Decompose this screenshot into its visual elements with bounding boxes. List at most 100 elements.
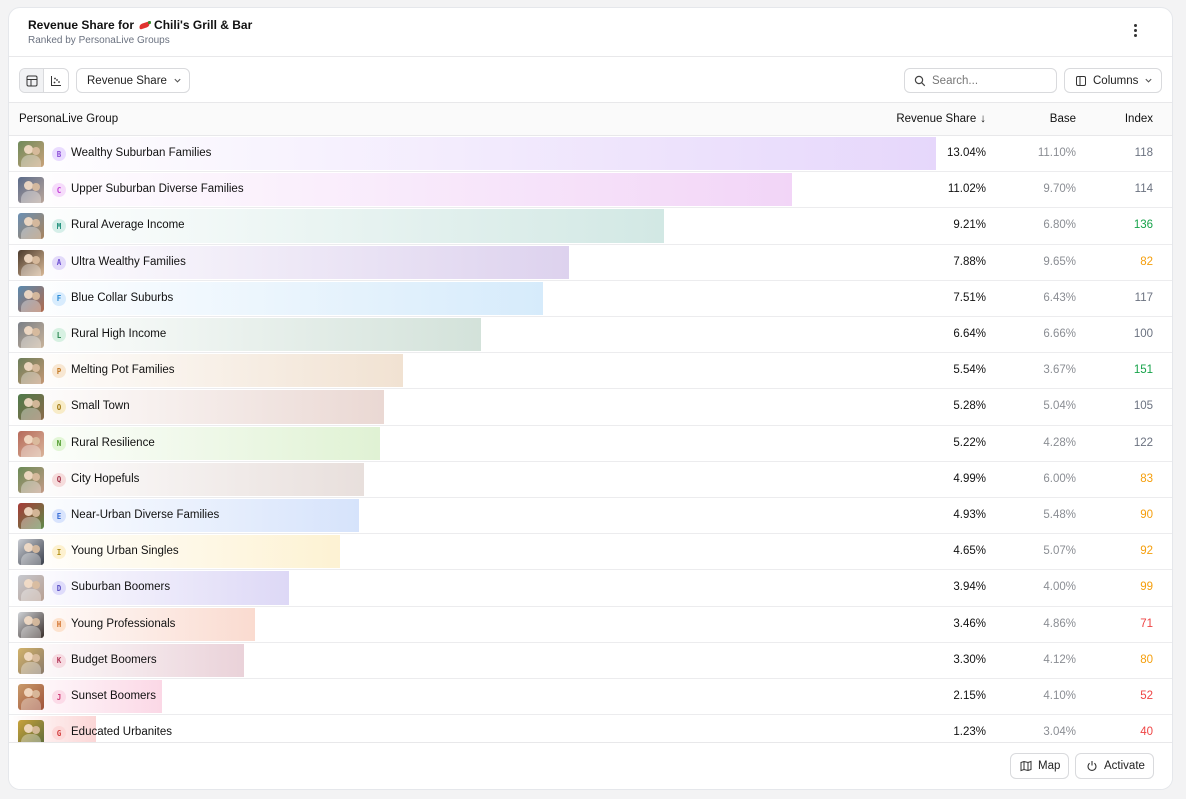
revenue-share-bar: [9, 137, 936, 171]
index-value: 136: [1133, 219, 1153, 232]
table-row[interactable]: O Small Town 5.28% 5.04% 105: [9, 389, 1172, 426]
revenue-share-value: 5.22%: [953, 436, 986, 449]
search-icon: [914, 75, 926, 86]
table-row[interactable]: B Wealthy Suburban Families 13.04% 11.10% 11…: [9, 136, 1172, 173]
revenue-share-bar: [9, 462, 364, 496]
revenue-share-value: 5.54%: [953, 364, 986, 377]
card-header: Revenue Share for Chili's Grill & Bar Ra…: [9, 8, 1172, 57]
base-value: 9.65%: [1043, 255, 1076, 268]
table-row[interactable]: E Near-Urban Diverse Families 4.93% 5.48% 90: [9, 498, 1172, 535]
group-photo-thumbnail: [18, 213, 44, 240]
table-row[interactable]: A Ultra Wealthy Families 7.88% 9.65% 82: [9, 245, 1172, 281]
group-name: Rural Average Income: [71, 219, 185, 232]
group-letter-badge: C: [52, 183, 66, 198]
table-view-button[interactable]: [20, 69, 45, 92]
table-row[interactable]: N Rural Resilience 5.22% 4.28% 122: [9, 426, 1172, 462]
group-letter-badge: P: [52, 364, 66, 379]
index-value: 71: [1140, 617, 1153, 630]
base-value: 5.07%: [1043, 545, 1076, 558]
group-name: Ultra Wealthy Families: [71, 255, 186, 268]
metric-select[interactable]: Revenue Share: [76, 68, 190, 93]
base-value: 4.12%: [1043, 653, 1076, 666]
index-value: 52: [1140, 690, 1153, 702]
table-row[interactable]: K Budget Boomers 3.30% 4.12% 80: [9, 643, 1172, 679]
revenue-share-value: 3.46%: [953, 617, 986, 630]
metric-select-label: Revenue Share: [87, 74, 167, 87]
activate-button-label: Activate: [1104, 760, 1145, 772]
revenue-share-value: 13.04%: [946, 147, 986, 159]
index-value: 100: [1133, 328, 1153, 340]
activate-button[interactable]: Activate: [1075, 753, 1154, 779]
index-value: 122: [1133, 436, 1153, 449]
brand-name: Chili's Grill & Bar: [154, 18, 253, 32]
group-letter-badge: A: [52, 255, 66, 270]
table-row[interactable]: Q City Hopefuls 4.99% 6.00% 83: [9, 462, 1172, 498]
revenue-share-bar: [9, 281, 543, 315]
group-name: Wealthy Suburban Families: [71, 147, 212, 159]
table-row[interactable]: P Melting Pot Families 5.54% 3.67% 151: [9, 353, 1172, 390]
revenue-share-value: 2.15%: [953, 690, 986, 702]
revenue-share-bar: [9, 209, 664, 243]
base-value: 4.86%: [1043, 617, 1076, 630]
column-header-index[interactable]: Index: [1124, 113, 1153, 125]
revenue-share-bar: [9, 607, 255, 641]
columns-label: Columns: [1093, 74, 1139, 87]
table-icon: [26, 75, 37, 86]
base-value: 6.66%: [1043, 328, 1076, 340]
base-value: 11.10%: [1037, 147, 1076, 159]
table-row[interactable]: H Young Professionals 3.46% 4.86% 71: [9, 607, 1172, 643]
group-letter-badge: Q: [52, 472, 66, 487]
search-box: [904, 68, 1057, 93]
scatter-view-button[interactable]: [44, 69, 68, 92]
table-row[interactable]: D Suburban Boomers 3.94% 4.00% 99: [9, 570, 1172, 607]
columns-icon: [1076, 75, 1086, 86]
revenue-share-value: 7.51%: [953, 291, 986, 304]
group-letter-badge: G: [52, 726, 66, 741]
table-row[interactable]: M Rural Average Income 9.21% 6.80% 136: [9, 208, 1172, 245]
group-photo-thumbnail: [18, 249, 44, 276]
search-input[interactable]: [932, 74, 1047, 87]
table-row[interactable]: G Educated Urbanites 1.23% 3.04% 40: [9, 715, 1172, 744]
group-name: Rural High Income: [71, 328, 167, 340]
index-value: 117: [1134, 291, 1153, 304]
table-row[interactable]: F Blue Collar Suburbs 7.51% 6.43% 117: [9, 281, 1172, 317]
group-name: Sunset Boomers: [71, 690, 157, 702]
group-name: Blue Collar Suburbs: [71, 291, 174, 304]
card-footer: Map Activate: [9, 742, 1172, 789]
columns-button[interactable]: Columns: [1064, 68, 1162, 93]
map-button-label: Map: [1038, 760, 1061, 772]
group-photo-thumbnail: [18, 611, 44, 638]
group-photo-thumbnail: [18, 575, 44, 602]
map-button[interactable]: Map: [1010, 753, 1069, 779]
revenue-share-bar: [9, 245, 570, 279]
revenue-share-bar: [9, 173, 793, 207]
group-letter-badge: L: [52, 328, 66, 342]
table-row[interactable]: J Sunset Boomers 2.15% 4.10% 52: [9, 679, 1172, 716]
group-photo-thumbnail: [18, 539, 44, 566]
column-header-revenue-share[interactable]: Revenue Share ↓: [896, 113, 986, 125]
table-body: B Wealthy Suburban Families 13.04% 11.10% 11…: [9, 136, 1172, 744]
group-name: Small Town: [71, 400, 130, 413]
group-photo-thumbnail: [18, 503, 44, 529]
chevron-down-icon: [1145, 78, 1152, 83]
table-row[interactable]: I Young Urban Singles 4.65% 5.07% 92: [9, 534, 1172, 571]
group-letter-badge: F: [52, 291, 66, 306]
table-row[interactable]: C Upper Suburban Diverse Families 11.02% 9.…: [9, 172, 1172, 209]
group-letter-badge: E: [52, 509, 66, 523]
group-letter-badge: K: [52, 653, 66, 668]
table-row[interactable]: L Rural High Income 6.64% 6.66% 100: [9, 317, 1172, 354]
revenue-share-value: 4.65%: [953, 545, 986, 558]
view-toggle: [19, 68, 69, 93]
group-name: Suburban Boomers: [71, 581, 171, 594]
column-header-group[interactable]: PersonaLive Group: [19, 113, 119, 125]
group-photo-thumbnail: [18, 684, 44, 710]
revenue-share-bar: [9, 426, 381, 460]
group-letter-badge: D: [52, 581, 66, 596]
column-header-base[interactable]: Base: [1049, 113, 1076, 125]
group-photo-thumbnail: [18, 322, 44, 348]
toolbar: Revenue Share Columns: [9, 57, 1172, 103]
more-options-icon[interactable]: [1126, 21, 1144, 39]
revenue-share-bar: [9, 499, 360, 533]
revenue-share-value: 6.64%: [953, 328, 986, 340]
revenue-share-bar: [9, 318, 482, 352]
